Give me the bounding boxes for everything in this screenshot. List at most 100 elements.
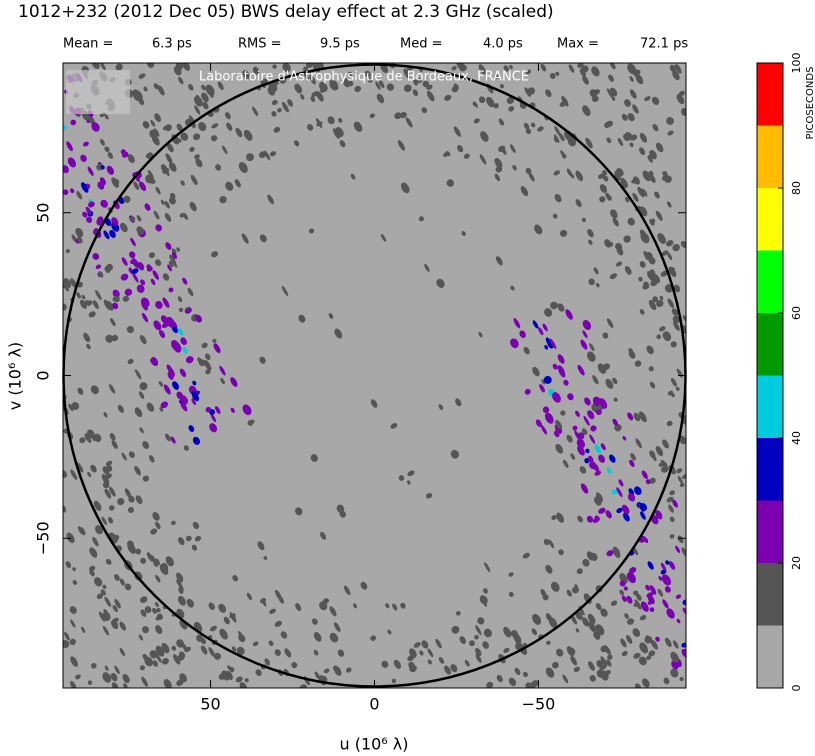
texture-blob [475, 625, 482, 636]
texture-blob [627, 113, 635, 122]
texture-blob [179, 368, 187, 378]
texture-blob [525, 167, 532, 175]
texture-blob [70, 619, 76, 628]
texture-blob [106, 263, 113, 271]
texture-blob [661, 465, 669, 473]
texture-blob [139, 382, 148, 391]
texture-blob [294, 83, 303, 94]
texture-blob [282, 63, 291, 73]
texture-blob [427, 648, 434, 658]
texture-blob [179, 213, 185, 218]
texture-blob [484, 562, 491, 573]
texture-blob [354, 85, 362, 93]
texture-blob [548, 539, 555, 549]
texture-blob [201, 92, 209, 103]
texture-blob [129, 251, 136, 259]
texture-blob [71, 401, 80, 410]
texture-blob [571, 586, 580, 594]
texture-blob [271, 99, 278, 106]
texture-blob [405, 117, 413, 128]
texture-blob [391, 678, 397, 684]
texture-blob [90, 385, 99, 395]
texture-blob [451, 65, 457, 71]
texture-blob [155, 300, 163, 309]
texture-blob [67, 157, 77, 168]
texture-blob [130, 237, 136, 247]
texture-blob [621, 504, 630, 515]
texture-blob [589, 434, 596, 444]
texture-blob [251, 106, 259, 117]
texture-blob [552, 392, 561, 403]
texture-blob [582, 75, 589, 85]
texture-blob [158, 329, 166, 339]
texture-blob [662, 599, 669, 609]
stat-value: 72.1 ps [640, 37, 688, 52]
texture-blob [192, 380, 197, 386]
texture-blob [645, 584, 650, 591]
texture-blob [541, 378, 546, 385]
texture-blob [220, 377, 225, 385]
texture-blob [127, 154, 135, 163]
texture-blob [188, 425, 195, 432]
texture-blob [127, 506, 134, 513]
texture-blob [595, 624, 605, 636]
texture-blob [305, 63, 313, 68]
texture-blob [400, 111, 407, 119]
texture-blob [176, 639, 185, 648]
texture-blob [534, 224, 543, 235]
texture-blob [412, 89, 419, 96]
texture-blob [629, 459, 635, 468]
texture-blob [177, 328, 184, 336]
texture-blob [648, 299, 657, 311]
texture-blob [327, 116, 335, 125]
texture-blob [669, 516, 675, 523]
texture-blob [617, 137, 624, 146]
texture-blob [169, 162, 177, 172]
texture-blob [329, 632, 339, 643]
texture-blob [572, 425, 578, 431]
texture-blob [189, 146, 195, 152]
texture-blob [87, 471, 92, 478]
texture-blob [129, 216, 136, 222]
texture-blob [575, 199, 582, 208]
texture-blob [663, 461, 668, 467]
texture-blob [185, 356, 194, 364]
texture-blob [77, 387, 84, 395]
texture-blob [664, 637, 672, 648]
colorbar-tick-label: 20 [790, 556, 803, 570]
texture-blob [588, 239, 593, 245]
texture-blob [619, 580, 626, 587]
texture-blob [575, 170, 584, 182]
texture-blob [672, 70, 680, 81]
texture-blob [87, 437, 92, 443]
texture-blob [655, 210, 663, 221]
texture-blob [160, 164, 168, 173]
texture-blob [606, 467, 612, 474]
texture-blob [272, 64, 277, 69]
texture-blob [593, 267, 599, 275]
texture-blob [274, 649, 281, 656]
texture-blob [171, 520, 176, 526]
texture-blob [346, 667, 352, 673]
texture-blob [139, 181, 147, 192]
texture-blob [641, 470, 648, 480]
texture-blob [172, 381, 179, 390]
texture-blob [538, 327, 544, 336]
texture-blob [143, 86, 148, 92]
texture-blob [550, 301, 558, 310]
texture-blob [606, 659, 612, 667]
texture-blob [522, 552, 530, 559]
stat-label: Mean = [63, 37, 113, 52]
texture-blob [168, 197, 176, 205]
texture-blob [152, 512, 160, 521]
texture-blob [438, 656, 445, 664]
texture-blob [575, 610, 583, 620]
texture-blob [243, 129, 253, 141]
texture-blob [76, 292, 81, 299]
texture-blob [127, 358, 134, 365]
texture-blob [148, 455, 155, 463]
texture-blob [376, 93, 385, 104]
texture-blob [70, 119, 77, 126]
texture-blob [532, 613, 542, 625]
texture-blob [163, 679, 172, 688]
